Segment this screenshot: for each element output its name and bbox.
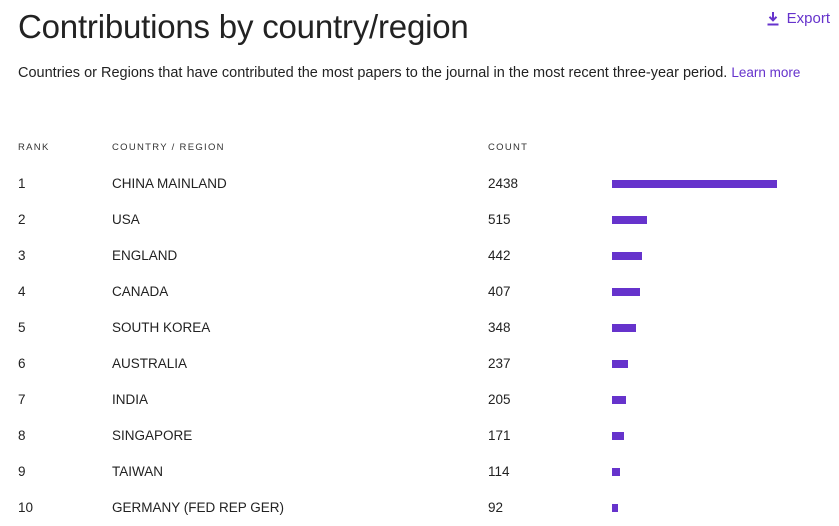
count-bar [612, 396, 626, 404]
count-bar [612, 432, 624, 440]
count-cell: 237 [488, 356, 511, 371]
count-cell: 114 [488, 464, 510, 479]
count-cell: 442 [488, 248, 511, 263]
country-cell: SOUTH KOREA [112, 320, 211, 335]
table-row: 10 GERMANY (FED REP GER) 92 [0, 490, 839, 526]
count-bar [612, 288, 640, 296]
table-row: 4 CANADA 407 [0, 274, 839, 310]
rank-cell: 1 [18, 176, 26, 191]
column-header-rank: RANK [18, 142, 50, 153]
country-cell: GERMANY (FED REP GER) [112, 500, 285, 515]
rank-cell: 2 [18, 212, 26, 227]
description: Countries or Regions that have contribut… [18, 61, 826, 85]
count-bar [612, 468, 620, 476]
rank-cell: 7 [18, 392, 26, 407]
table-row: 2 USA 515 [0, 202, 839, 238]
export-label: Export [786, 10, 830, 27]
download-icon [767, 11, 779, 26]
column-header-country: COUNTRY / REGION [112, 142, 225, 153]
country-cell: INDIA [112, 392, 149, 407]
count-bar [612, 360, 628, 368]
table-row: 5 SOUTH KOREA 348 [0, 310, 839, 346]
country-cell: CHINA MAINLAND [112, 176, 227, 191]
country-cell: TAIWAN [112, 464, 163, 479]
column-header-count: COUNT [488, 142, 529, 153]
count-cell: 407 [488, 284, 511, 299]
table-row: 6 AUSTRALIA 237 [0, 346, 839, 382]
description-text: Countries or Regions that have contribut… [18, 65, 728, 81]
count-cell: 92 [488, 500, 504, 515]
count-cell: 205 [488, 392, 511, 407]
country-cell: SINGAPORE [112, 428, 193, 443]
rank-cell: 10 [18, 500, 34, 515]
table-row: 3 ENGLAND 442 [0, 238, 839, 274]
learn-more-link[interactable]: Learn more [731, 65, 801, 80]
count-bar [612, 504, 618, 512]
count-cell: 171 [488, 428, 511, 443]
export-button[interactable]: Export [767, 10, 830, 27]
page-title: Contributions by country/region [18, 8, 469, 45]
table-row: 9 TAIWAN 114 [0, 454, 839, 490]
rank-cell: 3 [18, 248, 26, 263]
count-bar [612, 180, 777, 188]
count-bar [612, 324, 636, 332]
table-row: 8 SINGAPORE 171 [0, 418, 839, 454]
count-bar [612, 252, 642, 260]
country-cell: USA [112, 212, 140, 227]
rank-cell: 6 [18, 356, 26, 371]
rank-cell: 8 [18, 428, 26, 443]
country-cell: ENGLAND [112, 248, 178, 263]
table-row: 1 CHINA MAINLAND 2438 [0, 166, 839, 202]
count-cell: 2438 [488, 176, 519, 191]
count-bar [612, 216, 647, 224]
rank-cell: 9 [18, 464, 26, 479]
rank-cell: 4 [18, 284, 26, 299]
count-cell: 348 [488, 320, 511, 335]
country-cell: CANADA [112, 284, 169, 299]
country-cell: AUSTRALIA [112, 356, 188, 371]
count-cell: 515 [488, 212, 511, 227]
rank-cell: 5 [18, 320, 26, 335]
table-row: 7 INDIA 205 [0, 382, 839, 418]
